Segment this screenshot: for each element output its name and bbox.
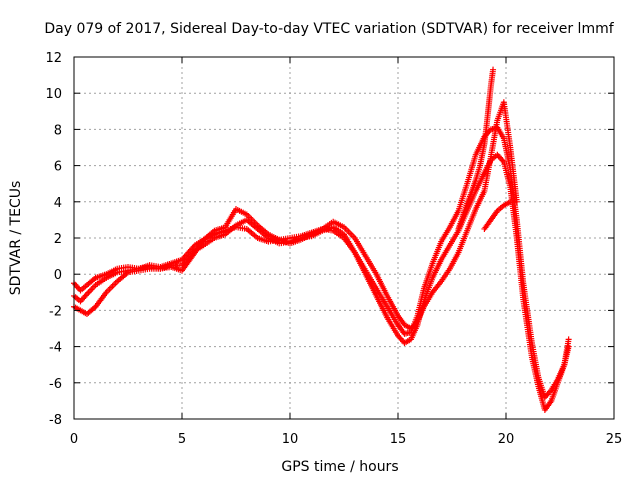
y-axis-label: SDTVAR / TECUs [8,181,24,296]
data-points [71,66,572,413]
y-tick-label: -4 [49,341,62,356]
y-tick-label: 2 [54,232,62,247]
x-tick-label: 5 [178,432,186,447]
y-tick-label: 8 [54,123,62,138]
y-tick-label: 0 [54,268,62,283]
data-point-s4 [507,198,514,205]
y-tick-label: 6 [54,160,62,175]
x-tick-label: 20 [498,432,515,447]
y-tick-label: -2 [49,304,62,319]
x-tick-label: 10 [282,432,299,447]
x-tick-label: 15 [390,432,407,447]
y-tick-label: 10 [45,87,62,102]
x-axis-label: GPS time / hours [281,459,398,475]
x-tick-label: 0 [70,432,78,447]
data-point-s1 [565,343,572,350]
y-tick-label: -8 [49,413,62,428]
axis-ticks: 0 5 10 15 20 25 -8 -6 -4 -2 0 2 4 6 8 10 12 [45,51,622,447]
y-tick-label: -6 [49,377,62,392]
x-tick-label: 25 [606,432,623,447]
chart-title: Day 079 of 2017, Sidereal Day-to-day VTE… [44,21,614,37]
data-point-s0 [565,336,572,343]
data-point-s3 [490,66,497,73]
y-tick-label: 4 [54,196,62,211]
data-point-s2 [513,198,520,205]
y-tick-label: 12 [45,51,62,66]
